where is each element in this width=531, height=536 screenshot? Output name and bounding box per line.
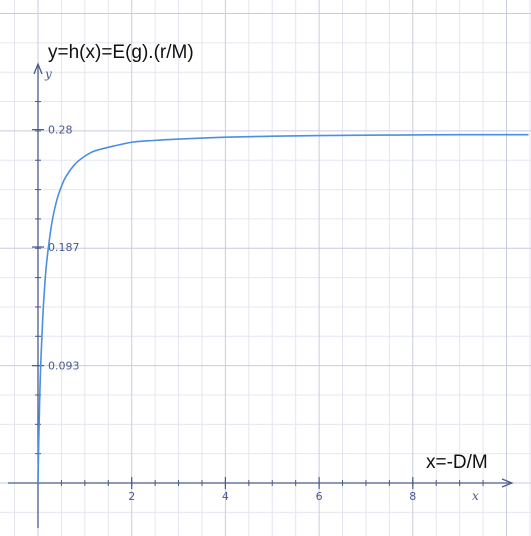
y-axis-arrow (33, 62, 43, 75)
y-tick-label: 0.187 (48, 241, 80, 254)
ticks: 2 4 6 8 0.093 0.187 0.28 (32, 101, 484, 503)
y-tick-label: 0.093 (48, 360, 80, 373)
function-curve (37, 133, 529, 484)
x-axis-name: x (472, 489, 479, 503)
x-tick-label: 6 (316, 490, 323, 503)
x-tick-label: 4 (222, 490, 229, 503)
x-tick-label: 8 (409, 490, 416, 503)
y-axis-name: y (44, 67, 52, 81)
x-axis-arrow (501, 478, 514, 488)
y-tick-label: 0.28 (48, 124, 73, 137)
function-label: y=h(x)=E(g).(r/M) (48, 42, 194, 63)
x-annotation: x=-D/M (426, 452, 488, 473)
x-tick-label: 2 (128, 490, 135, 503)
